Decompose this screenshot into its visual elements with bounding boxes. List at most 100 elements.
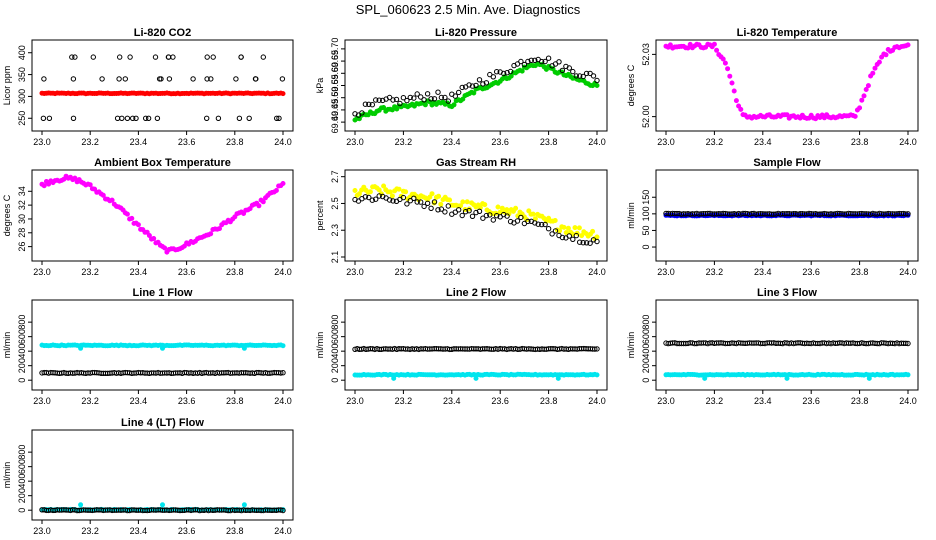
data-point bbox=[418, 199, 424, 205]
data-point bbox=[784, 112, 790, 118]
data-point bbox=[373, 97, 379, 103]
data-point bbox=[154, 115, 161, 122]
x-tick-label: 23.0 bbox=[346, 396, 364, 406]
data-point bbox=[190, 76, 196, 82]
panel-7: Line 1 Flow ml/min 23.0 23.2 23.4 23.6 23.8 24.… bbox=[2, 287, 294, 406]
data-point bbox=[736, 103, 742, 109]
y-tick-label: 600 bbox=[17, 329, 27, 344]
x-tick-label: 24.0 bbox=[274, 526, 292, 536]
data-point bbox=[504, 207, 510, 213]
x-tick-label: 24.0 bbox=[899, 396, 917, 406]
x-tick-label: 24.0 bbox=[274, 396, 292, 406]
y-tick-label: 0 bbox=[17, 378, 27, 383]
data-point bbox=[476, 77, 483, 83]
series-black bbox=[352, 55, 600, 118]
data-point bbox=[456, 89, 462, 96]
y-axis-label: ml/min bbox=[626, 202, 636, 229]
data-point bbox=[424, 91, 431, 97]
data-point bbox=[72, 54, 78, 60]
data-point bbox=[362, 101, 369, 107]
data-point bbox=[513, 205, 519, 211]
y-axis-label: degrees C bbox=[626, 64, 636, 106]
data-point bbox=[414, 199, 420, 205]
panel-6: Sample Flow ml/min 23.0 23.2 23.4 23.6 23.8 24.… bbox=[626, 157, 919, 277]
x-tick-label: 23.6 bbox=[178, 526, 196, 536]
panel-title: Sample Flow bbox=[753, 157, 821, 169]
data-point bbox=[539, 221, 545, 228]
data-point bbox=[861, 93, 867, 99]
x-tick-label: 23.6 bbox=[802, 396, 820, 406]
x-tick-label: 23.4 bbox=[443, 396, 461, 406]
data-point bbox=[592, 346, 598, 352]
data-point bbox=[565, 225, 571, 231]
y-tick-label: 2.3 bbox=[330, 224, 340, 237]
x-tick-label: 23.6 bbox=[802, 267, 820, 277]
data-point bbox=[442, 209, 448, 215]
data-point bbox=[381, 105, 387, 111]
data-point bbox=[460, 199, 466, 205]
data-point bbox=[580, 240, 586, 246]
y-tick-label: 150 bbox=[641, 190, 651, 205]
data-point bbox=[525, 58, 531, 65]
data-point bbox=[445, 203, 451, 209]
data-point bbox=[469, 83, 476, 89]
data-point bbox=[883, 52, 889, 58]
x-tick-label: 23.4 bbox=[754, 137, 772, 147]
data-point bbox=[594, 238, 600, 245]
y-tick-label: 600 bbox=[17, 459, 27, 474]
data-point bbox=[863, 87, 869, 93]
y-tick-label: 0 bbox=[641, 378, 651, 383]
data-point bbox=[857, 105, 863, 111]
x-tick-label: 23.8 bbox=[540, 396, 558, 406]
data-point bbox=[590, 228, 596, 234]
x-tick-label: 24.0 bbox=[274, 137, 292, 147]
y-tick-label: 0 bbox=[330, 378, 340, 383]
data-point bbox=[233, 76, 239, 82]
data-point bbox=[483, 80, 490, 86]
series-black bbox=[663, 340, 911, 347]
data-point bbox=[438, 94, 445, 101]
data-point bbox=[87, 182, 93, 188]
x-tick-label: 23.4 bbox=[443, 267, 461, 277]
series-magenta bbox=[663, 41, 911, 122]
y-tick-label: 200 bbox=[17, 488, 27, 503]
data-point bbox=[367, 189, 373, 195]
data-point bbox=[549, 231, 555, 237]
data-point bbox=[494, 213, 500, 219]
data-point bbox=[552, 218, 558, 224]
data-point bbox=[545, 226, 552, 232]
data-point bbox=[573, 73, 579, 79]
y-tick-label: 69.65 bbox=[330, 50, 340, 73]
data-point bbox=[559, 234, 566, 241]
data-point bbox=[514, 218, 521, 224]
data-point bbox=[499, 205, 505, 211]
data-point bbox=[466, 208, 472, 214]
data-point bbox=[376, 187, 382, 193]
data-point bbox=[215, 115, 222, 122]
y-tick-label: 69.60 bbox=[330, 62, 340, 85]
x-tick-label: 23.6 bbox=[178, 267, 196, 277]
data-point bbox=[393, 96, 400, 103]
data-point bbox=[435, 207, 441, 213]
y-axis-label: kPa bbox=[315, 78, 325, 94]
plot-frame bbox=[31, 299, 294, 391]
plot-frame bbox=[31, 169, 294, 262]
x-tick-label: 23.2 bbox=[81, 267, 99, 277]
x-tick-label: 23.8 bbox=[540, 267, 558, 277]
panel-title: Ambient Box Temperature bbox=[94, 157, 231, 169]
panel-9: Line 3 Flow ml/min 23.0 23.2 23.4 23.6 23.8 24.… bbox=[626, 287, 919, 406]
data-point bbox=[573, 232, 579, 239]
data-point bbox=[872, 65, 878, 71]
data-point bbox=[876, 59, 882, 65]
data-point bbox=[504, 70, 510, 76]
panel-title: Line 4 (LT) Flow bbox=[121, 417, 204, 429]
data-point bbox=[78, 345, 84, 351]
y-tick-label: 400 bbox=[330, 344, 340, 359]
data-point bbox=[442, 94, 448, 101]
x-tick-label: 23.6 bbox=[491, 137, 509, 147]
x-tick-label: 23.0 bbox=[346, 267, 364, 277]
data-point bbox=[490, 217, 496, 223]
data-point bbox=[400, 95, 407, 101]
y-tick-label: 28 bbox=[17, 228, 27, 238]
data-point bbox=[160, 502, 166, 508]
